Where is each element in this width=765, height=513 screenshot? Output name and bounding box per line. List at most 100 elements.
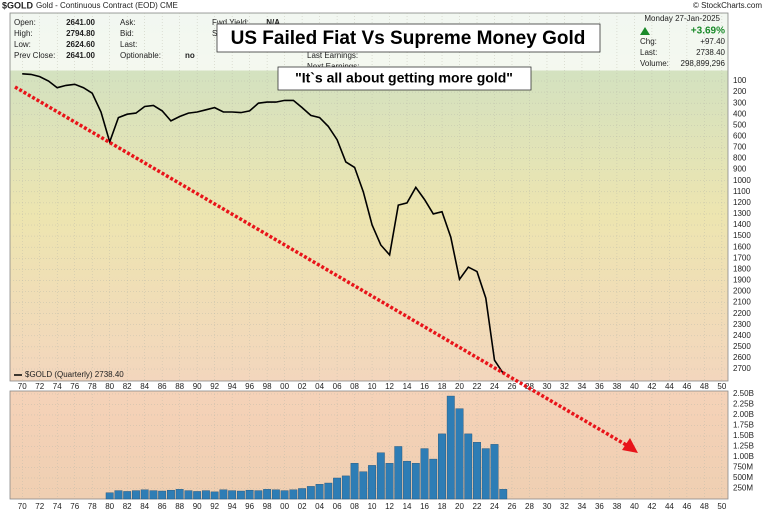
x-tick-label: 30 [543, 382, 552, 391]
y-tick-label: 1500 [733, 231, 751, 240]
volume-bar [210, 491, 219, 500]
volume-bar [123, 491, 132, 500]
x-tick-label: 20 [455, 502, 464, 511]
volume-bar [315, 484, 324, 500]
volume-bar [105, 492, 114, 500]
volume-bar [236, 490, 245, 500]
x-tick-label: 70 [18, 382, 27, 391]
x-tick-label: 42 [647, 502, 656, 511]
y-tick-label: 2500 [733, 342, 751, 351]
date: Monday 27-Jan-2025 [644, 14, 720, 23]
volume-bar [158, 490, 167, 500]
x-tick-label: 76 [70, 382, 79, 391]
x-tick-label: 98 [263, 502, 272, 511]
volume-bar [228, 490, 237, 500]
x-tick-label: 38 [612, 502, 621, 511]
y-tick-label: 2700 [733, 364, 751, 373]
field-label: Optionable: [120, 51, 161, 60]
y-tick-label: 300 [733, 98, 747, 107]
x-tick-label: 84 [140, 502, 149, 511]
x-tick-label: 44 [665, 502, 674, 511]
title-bg [216, 23, 601, 53]
volume-bar [114, 490, 123, 500]
volume-bar [289, 489, 298, 500]
x-tick-label: 50 [717, 382, 726, 391]
y-tick-label: 2600 [733, 353, 751, 362]
field-value: N/A [266, 18, 280, 27]
symbol: $GOLD [2, 0, 34, 10]
field-label: Chg: [640, 37, 657, 46]
volume-bar [420, 448, 429, 500]
y-tick-label: 800 [733, 154, 747, 163]
y-tick-label: 2400 [733, 331, 751, 340]
volume-bar [429, 458, 438, 500]
volume-bar [359, 471, 368, 500]
y-tick-label: 200 [733, 87, 747, 96]
y-tick-label: 2000 [733, 287, 751, 296]
x-tick-label: 26 [508, 382, 517, 391]
x-tick-label: 24 [490, 382, 499, 391]
x-tick-label: 22 [473, 382, 482, 391]
volume-bar [132, 490, 140, 500]
x-tick-label: 40 [630, 382, 639, 391]
x-tick-label: 30 [543, 502, 552, 511]
volume-bar [376, 452, 385, 500]
y-tick-label: 600 [733, 132, 747, 141]
volume-bar [306, 486, 315, 500]
y-tick-label: 1.25B [733, 442, 754, 451]
x-tick-label: 38 [612, 382, 621, 391]
y-tick-label: 2300 [733, 320, 751, 329]
field-label: Low: [14, 40, 31, 49]
x-tick-label: 80 [105, 382, 114, 391]
y-tick-label: 400 [733, 109, 747, 118]
x-tick-label: 46 [682, 382, 691, 391]
x-tick-label: 46 [682, 502, 691, 511]
y-tick-label: 1100 [733, 187, 751, 196]
x-tick-label: 34 [577, 382, 586, 391]
x-tick-label: 96 [245, 502, 254, 511]
x-tick-label: 26 [508, 502, 517, 511]
y-tick-label: 500M [733, 473, 753, 482]
x-tick-label: 18 [438, 382, 447, 391]
volume-bar [324, 482, 333, 500]
x-tick-label: 08 [350, 382, 359, 391]
x-tick-label: 18 [438, 502, 447, 511]
volume-bar [499, 489, 508, 500]
volume-bar [201, 490, 210, 500]
field-label: Prev Close: [14, 51, 55, 60]
y-tick-label: 2.25B [733, 400, 754, 409]
trend-line [14, 85, 629, 448]
y-tick-label: 2.50B [733, 389, 754, 398]
x-tick-label: 86 [158, 502, 167, 511]
volume-bar [333, 477, 341, 500]
x-tick-label: 98 [263, 382, 272, 391]
x-tick-label: 24 [490, 502, 499, 511]
y-tick-label: 1.50B [733, 431, 754, 440]
volume-bar [184, 490, 193, 500]
x-tick-label: 42 [647, 382, 656, 391]
subtitle-bg [277, 66, 532, 91]
volume-bar [481, 448, 490, 500]
x-tick-label: 96 [245, 382, 254, 391]
x-tick-label: 20 [455, 382, 464, 391]
field-label: Fwd Yield: [212, 18, 249, 27]
title-box: US Failed Fiat Vs Supreme Money Gold "It… [216, 23, 601, 91]
x-tick-label: 92 [210, 502, 219, 511]
y-tick-label: 1600 [733, 242, 751, 251]
field-value: 298,899,296 [681, 59, 726, 68]
y-tick-label: 100 [733, 76, 747, 85]
field-label: Last Earnings: [307, 51, 358, 60]
volume-bar [149, 490, 158, 500]
field-value: 2624.60 [66, 40, 95, 49]
volume-bar [368, 465, 376, 500]
up-arrow [640, 27, 650, 35]
x-tick-label: 36 [595, 382, 604, 391]
x-tick-label: 90 [193, 382, 202, 391]
y-tick-label: 1800 [733, 264, 751, 273]
x-tick-label: 92 [210, 382, 219, 391]
volume-bar [219, 489, 228, 500]
x-tick-label: 48 [700, 502, 709, 511]
x-tick-label: 88 [175, 382, 184, 391]
y-tick-label: 1400 [733, 220, 751, 229]
